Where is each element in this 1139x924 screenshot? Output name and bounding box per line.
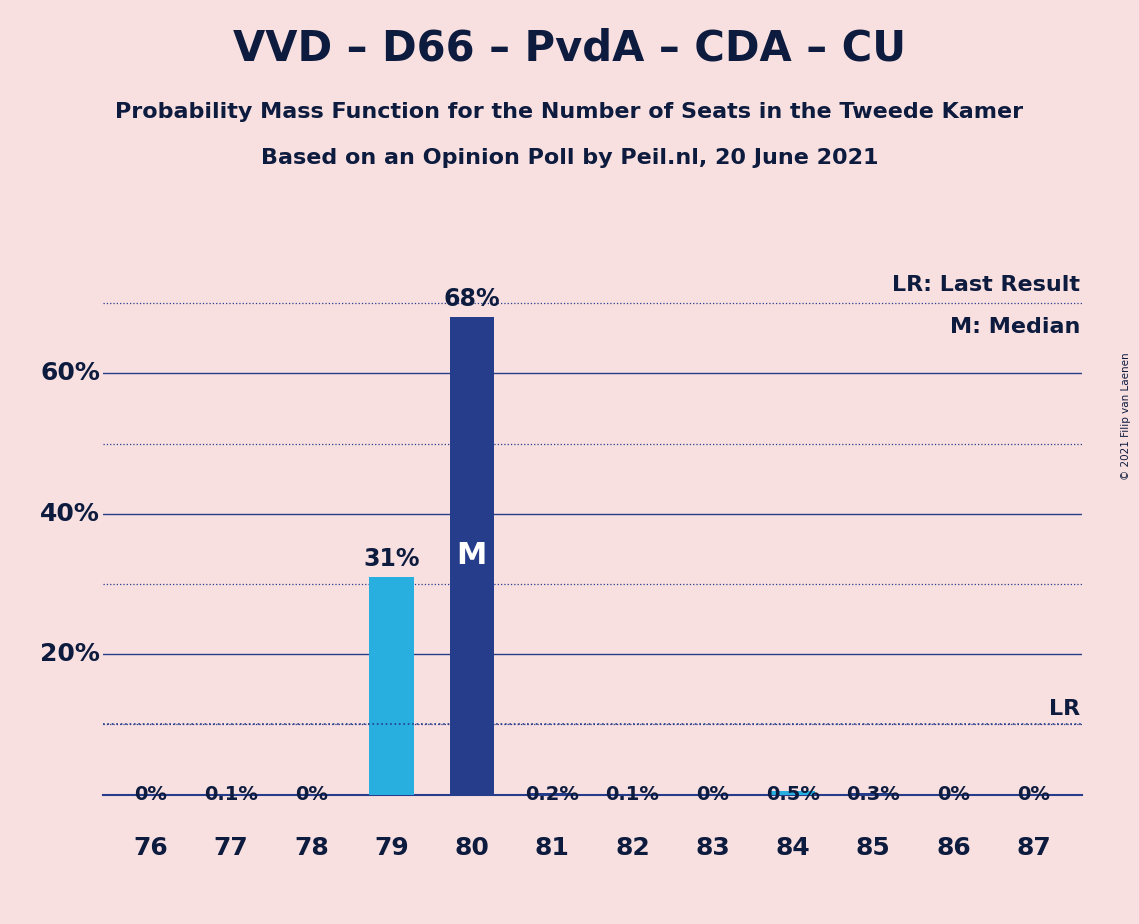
Text: 80: 80 bbox=[454, 836, 490, 860]
Text: 0%: 0% bbox=[134, 784, 167, 804]
Text: 20%: 20% bbox=[40, 642, 100, 666]
Text: 0.1%: 0.1% bbox=[204, 784, 257, 804]
Text: 76: 76 bbox=[133, 836, 169, 860]
Text: 60%: 60% bbox=[40, 361, 100, 385]
Text: M: M bbox=[457, 541, 487, 570]
Bar bbox=[851, 793, 895, 795]
Text: Based on an Opinion Poll by Peil.nl, 20 June 2021: Based on an Opinion Poll by Peil.nl, 20 … bbox=[261, 148, 878, 168]
Text: 0%: 0% bbox=[1017, 784, 1050, 804]
Text: 0%: 0% bbox=[295, 784, 328, 804]
Text: 0%: 0% bbox=[937, 784, 970, 804]
Bar bbox=[530, 793, 574, 795]
Text: 84: 84 bbox=[776, 836, 810, 860]
Text: 81: 81 bbox=[534, 836, 570, 860]
Text: 79: 79 bbox=[375, 836, 409, 860]
Text: © 2021 Filip van Laenen: © 2021 Filip van Laenen bbox=[1121, 352, 1131, 480]
Text: M: Median: M: Median bbox=[950, 317, 1081, 337]
Text: 0.3%: 0.3% bbox=[846, 784, 900, 804]
Text: 0.1%: 0.1% bbox=[606, 784, 659, 804]
Text: LR: LR bbox=[1049, 699, 1081, 719]
Text: Probability Mass Function for the Number of Seats in the Tweede Kamer: Probability Mass Function for the Number… bbox=[115, 102, 1024, 122]
Text: 68%: 68% bbox=[443, 287, 500, 311]
Bar bbox=[369, 577, 413, 795]
Bar bbox=[771, 791, 816, 795]
Text: 85: 85 bbox=[855, 836, 891, 860]
Text: 31%: 31% bbox=[363, 547, 420, 571]
Text: 83: 83 bbox=[695, 836, 730, 860]
Text: 0.2%: 0.2% bbox=[525, 784, 579, 804]
Text: 77: 77 bbox=[214, 836, 248, 860]
Text: LR: Last Result: LR: Last Result bbox=[893, 275, 1081, 295]
Text: 0%: 0% bbox=[696, 784, 729, 804]
Text: 87: 87 bbox=[1016, 836, 1051, 860]
Text: 78: 78 bbox=[294, 836, 329, 860]
Bar bbox=[450, 317, 494, 795]
Text: 0.5%: 0.5% bbox=[767, 784, 820, 804]
Text: 40%: 40% bbox=[40, 502, 100, 526]
Text: VVD – D66 – PvdA – CDA – CU: VVD – D66 – PvdA – CDA – CU bbox=[233, 28, 906, 69]
Text: 86: 86 bbox=[936, 836, 970, 860]
Text: 82: 82 bbox=[615, 836, 650, 860]
